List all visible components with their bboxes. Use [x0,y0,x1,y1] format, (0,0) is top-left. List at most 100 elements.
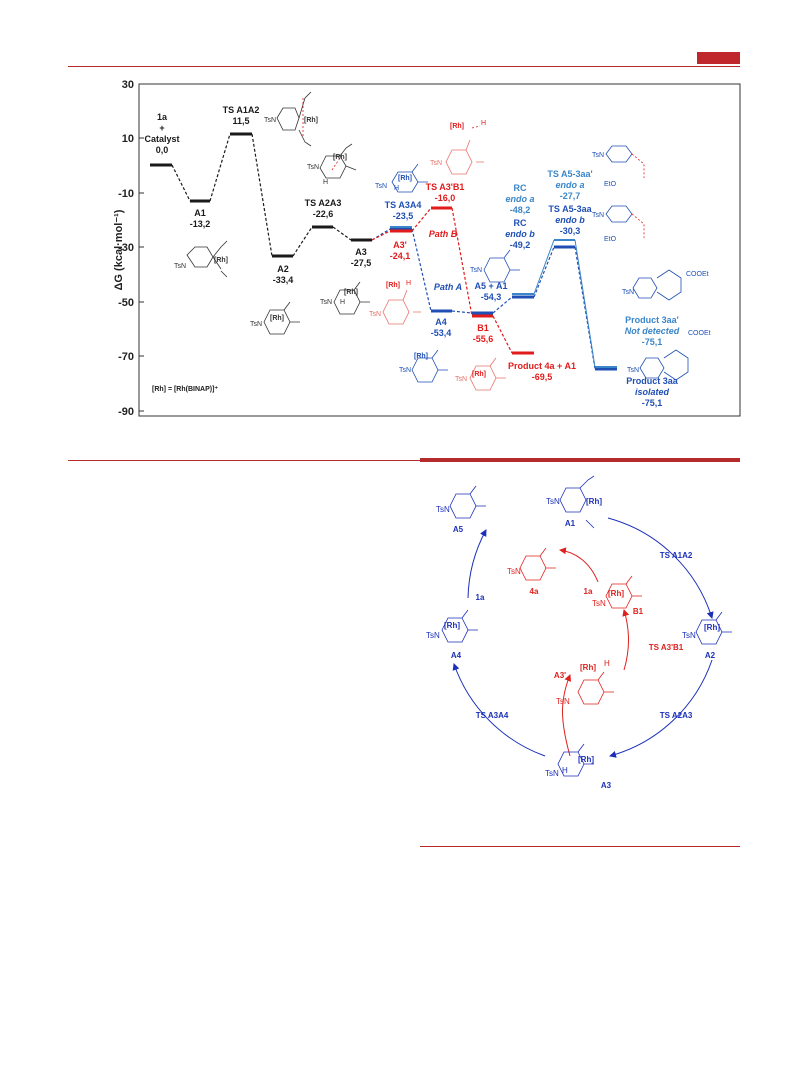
structure-a2-ts: TsN [250,321,262,328]
structure-a4-rh: [Rh] [414,353,428,360]
label-ts-a3a4-name: TS A3A4 [385,200,422,210]
label-a1-name: A1 [194,208,206,218]
label-ts-a1a2-value: 11,5 [232,116,249,126]
label-a2-name: A2 [277,264,289,274]
label-rc-b-name: RC [514,218,527,228]
cycle-label-a5: A5 [453,525,464,534]
structure-a1-sketch [186,240,228,278]
label-a5-a1-name: A5 + A1 [475,281,508,291]
label-p3aap-name: Product 3aa' [625,315,679,325]
structure-b1-ts: TsN [455,376,467,383]
y-tick-label: 30 [122,79,134,91]
label-a1-value: -13,2 [190,219,211,229]
structure-ts-endo-a-eto: EtO [604,181,617,188]
structure-a2-rh: [Rh] [270,315,284,322]
label-ts-a3pb1-name: TS A3'B1 [426,182,465,192]
label-rc-a-value: -48,2 [510,205,531,215]
label-start-catalyst: Catalyst [144,134,179,144]
label-b1-value: -55,6 [473,334,494,344]
energy-profile-figure: ΔG (kcal·mol⁻¹) 30 10 -10 -30 -50 -70 -9… [113,79,741,418]
label-start-plus: + [159,123,164,133]
structure-a3p-h: H [406,280,411,287]
y-tick-label: -50 [118,297,134,309]
structure-a1-rh: [Rh] [214,257,228,264]
arrow-a3p-to-b1 [622,609,630,671]
structure-ts-a1a2-ts: TsN [264,117,276,124]
structure-a3p-sketch [382,289,421,325]
structure-a3-rh: [Rh] [344,289,358,296]
label-a3-value: -27,5 [351,258,372,268]
label-ts-endo-b-value: -30,3 [560,226,581,236]
label-a3-name: A3 [355,247,367,257]
structure-a3p-ts: TsN [369,311,381,318]
structure-p3aap-ts: TsN [622,289,634,296]
arc-a4-to-a5 [467,529,487,599]
red-connectors [371,207,513,354]
label-p3aap-value: -75,1 [642,337,663,347]
label-rc-b-value: -49,2 [510,240,531,250]
structure-a3p-rh: [Rh] [386,282,400,289]
structure-ts-endo-b-eto: EtO [604,236,617,243]
cycle-a3-sketch [557,743,594,777]
label-rc-b-sub: endo b [505,229,535,239]
label-rc-a-name: RC [514,183,527,193]
arrow-b1-to-4a [559,547,599,583]
cycle-a4-rh: [Rh] [444,621,460,630]
structure-ts-a3a4-sketch [391,163,428,193]
cycle-a3-rh: [Rh] [578,755,594,764]
label-ts-endo-b-sub: endo b [555,215,585,225]
divider-bottom-right [420,846,740,847]
structure-p3aa-cooet: COOEt [688,330,711,337]
label-a5-a1-value: -54,3 [481,292,502,302]
structure-a2-sketch [263,301,300,335]
label-ts-endo-a-value: -27,7 [560,191,581,201]
label-p4a-value: -69,5 [532,372,553,382]
cycle-step-ts-a1a2: TS A1A2 [660,551,693,560]
cycle-step-1a-left: 1a [476,593,485,602]
structure-a4-ts: TsN [399,367,411,374]
structure-ts-endo-a-ts: TsN [592,152,604,159]
cycle-label-a1: A1 [565,519,576,528]
cycle-label-a3p: A3' [554,671,566,680]
path-b-label: Path B [429,229,458,239]
cycle-a1-sketch [559,475,595,529]
structure-a5-sketch [483,249,520,283]
structure-ts-endo-b-sketch [605,205,645,238]
cycle-step-ts-a3a4: TS A3A4 [476,711,509,720]
cycle-a5-sketch [449,485,486,519]
cycle-a4-sketch [441,609,478,643]
structure-ts-a3a4-ts: TsN [375,183,387,190]
cycle-4a-ts: TsN [507,567,521,576]
red-levels [390,206,534,355]
divider-right-thick [420,458,740,462]
y-tick-label: -30 [118,242,134,254]
black-connectors [171,133,352,257]
label-ts-a3pb1-value: -16,0 [435,193,456,203]
structure-b1-sketch [469,357,506,391]
light-blue-connectors [533,239,596,368]
structure-a3-h: H [340,299,345,306]
label-p3aa-sub: isolated [635,387,670,397]
cycle-a3p-sketch [577,671,614,705]
label-start-name: 1a [157,112,168,122]
cycle-label-a4: A4 [451,651,462,660]
structure-a5-ts: TsN [470,267,482,274]
path-a-label: Path A [434,282,462,292]
label-a2-value: -33,4 [273,275,294,285]
y-tick-label: -70 [118,351,134,363]
structure-p3aap-sketch [632,269,682,301]
cycle-a3p-rh: [Rh] [580,663,596,672]
structure-ts-a1a2-sketch [276,91,312,147]
label-rc-a-sub: endo a [505,194,534,204]
y-tick-label: 10 [122,133,134,145]
cycle-step-ts-a2a3: TS A2A3 [660,711,693,720]
label-p3aap-sub: Not detected [625,326,680,336]
structure-ts-a2a3-h: H [323,179,328,186]
label-p4a-name: Product 4a + A1 [508,361,576,371]
arc-a2-to-a3 [609,659,713,758]
y-ticks: 30 10 -10 -30 -50 -70 -90 [118,79,134,418]
blue-connectors [371,228,596,370]
cycle-a3p-ts: TsN [556,697,570,706]
cycle-a1-ts: TsN [546,497,560,506]
cycle-a3-h: H [562,766,568,775]
